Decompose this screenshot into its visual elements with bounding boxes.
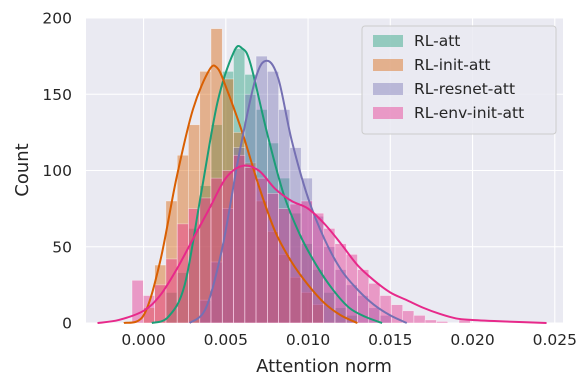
histogram-bar <box>278 208 291 324</box>
x-tick-label: 0.015 <box>368 331 412 349</box>
histogram-bar <box>300 200 313 324</box>
bars-rl-init-att <box>143 28 325 324</box>
histogram-bar <box>413 315 426 324</box>
x-tick-label: 0.020 <box>450 331 494 349</box>
y-tick-label: 100 <box>42 162 72 180</box>
histogram-bar <box>334 243 347 324</box>
kde-curves <box>97 44 547 324</box>
legend-swatch <box>373 59 403 71</box>
legend-label: RL-init-att <box>414 56 491 74</box>
x-axis-title: Attention norm <box>256 356 392 377</box>
x-tick-label: 0.010 <box>286 331 330 349</box>
histogram-bar <box>255 177 268 324</box>
histogram-bar <box>210 177 223 324</box>
y-tick-label: 50 <box>52 238 72 256</box>
legend-label: RL-att <box>414 32 460 50</box>
kde-line-rl-resnet-att <box>188 59 408 324</box>
legend-box <box>361 25 557 135</box>
legend-label: RL-resnet-att <box>414 80 515 98</box>
histogram-bar <box>244 167 257 324</box>
histogram-bar <box>267 193 279 324</box>
kde-line-rl-init-att <box>123 64 358 324</box>
kde-line-rl-env-init-att <box>97 164 547 324</box>
x-tick-label: 0.005 <box>204 331 248 349</box>
legend-swatch <box>373 107 403 119</box>
y-axis-title: Count <box>12 143 33 196</box>
legend: RL-att RL-init-att RL-resnet-att RL-env-ini… <box>361 25 557 135</box>
x-axis-ticks: 0.000 0.005 0.010 0.015 0.020 0.025 <box>121 331 577 349</box>
x-tick-label: 0.025 <box>533 331 577 349</box>
histogram-bar <box>188 208 200 324</box>
legend-swatch <box>373 83 403 95</box>
y-axis-ticks: 0 50 100 150 200 <box>42 10 72 333</box>
y-tick-label: 200 <box>42 10 72 28</box>
bars-rl-env-init-att <box>131 154 471 324</box>
histogram-bar <box>436 321 449 324</box>
legend-label: RL-env-init-att <box>414 104 524 122</box>
x-tick-label: 0.000 <box>121 331 165 349</box>
histogram-bar <box>424 319 437 324</box>
y-tick-label: 0 <box>62 315 72 333</box>
y-tick-label: 150 <box>42 86 72 104</box>
legend-swatch <box>373 35 403 47</box>
